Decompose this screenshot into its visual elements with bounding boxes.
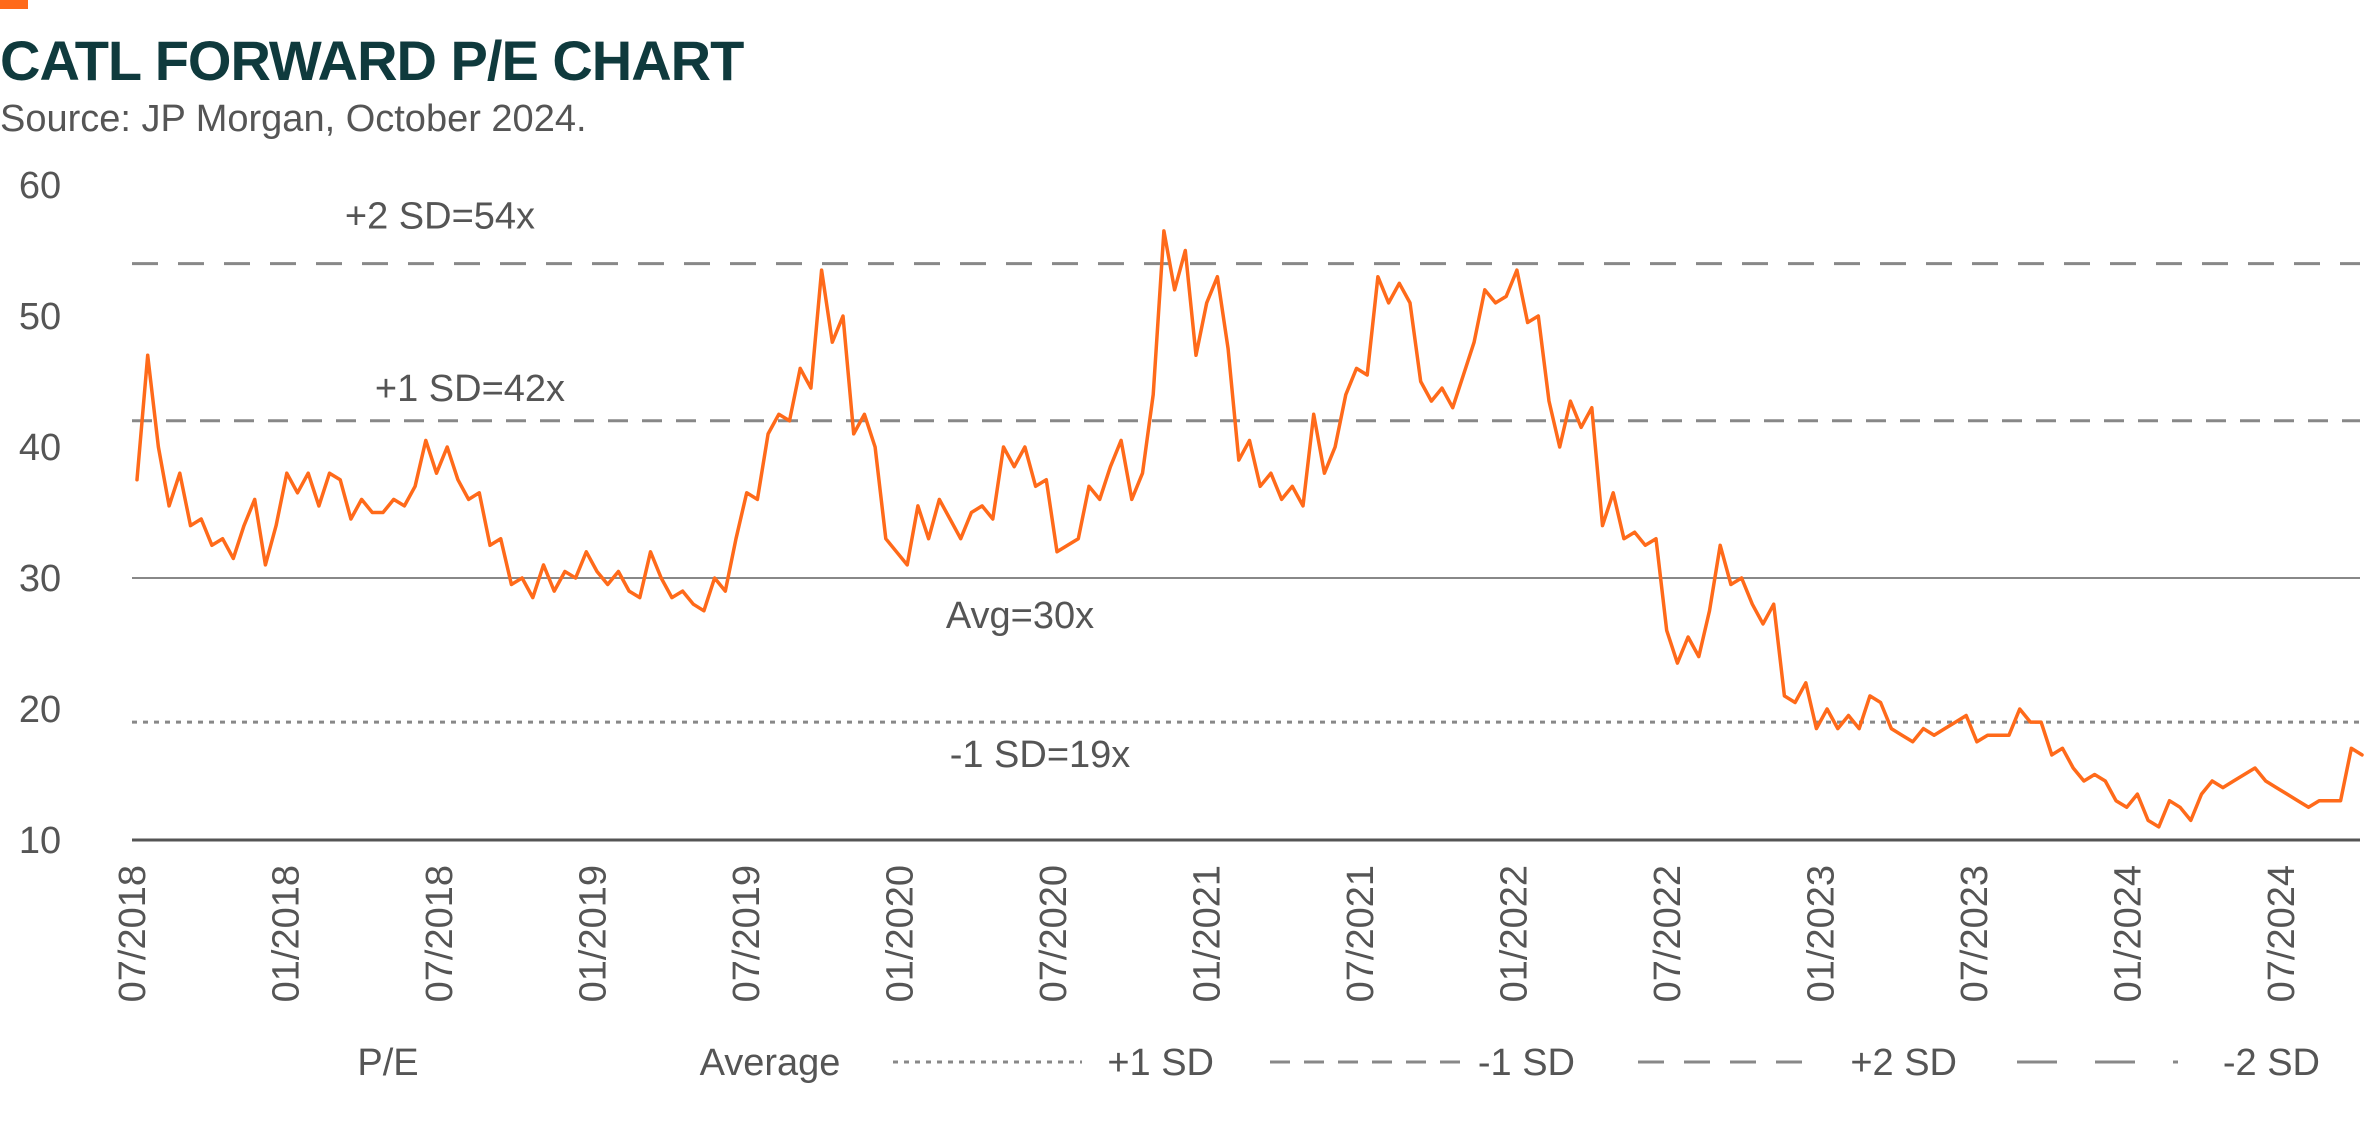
y-tick-label: 50 xyxy=(19,296,61,338)
chart-subtitle: Source: JP Morgan, October 2024. xyxy=(0,98,587,140)
x-tick-label: 01/2023 xyxy=(1801,865,1843,1002)
y-tick-label: 30 xyxy=(19,558,61,600)
x-tick-label: 01/2018 xyxy=(266,865,308,1002)
y-tick-label: 60 xyxy=(19,165,61,207)
x-tick-label: 07/2022 xyxy=(1647,865,1689,1002)
x-tick-label: 01/2024 xyxy=(2108,865,2150,1002)
legend-label: -1 SD xyxy=(1478,1042,1575,1084)
y-tick-label: 10 xyxy=(19,820,61,862)
y-tick-label: 40 xyxy=(19,427,61,469)
y-axis: 10 20 30 40 50 60 xyxy=(19,165,61,862)
x-tick-label: 07/2024 xyxy=(2261,865,2303,1002)
x-tick-label: 07/2018 xyxy=(419,865,461,1002)
x-tick-label: 01/2021 xyxy=(1187,865,1229,1002)
legend-label: -2 SD xyxy=(2223,1042,2320,1084)
x-tick-label: 01/2020 xyxy=(880,865,922,1002)
x-tick-label: 07/2020 xyxy=(1033,865,1075,1002)
x-tick-label: 07/2023 xyxy=(1954,865,1996,1002)
reference-lines: Avg=30x +1 SD=42x -1 SD=19x +2 SD=54x xyxy=(132,196,2360,776)
x-axis: 07/2018 01/2018 07/2018 01/2019 07/2019 01/20… xyxy=(112,838,2360,1002)
reference-label: Avg=30x xyxy=(946,595,1094,637)
reference-label: +1 SD=42x xyxy=(375,368,565,410)
accent-bar xyxy=(0,0,28,9)
x-tick-label: 07/2021 xyxy=(1340,865,1382,1002)
y-tick-label: 20 xyxy=(19,689,61,731)
series-line-pe xyxy=(135,229,2364,829)
x-tick-label: 01/2022 xyxy=(1494,865,1536,1002)
x-tick-label: 07/2018 xyxy=(112,865,154,1002)
series-layer xyxy=(135,229,2364,829)
chart-title: CATL FORWARD P/E CHART xyxy=(0,29,744,92)
legend-label: +2 SD xyxy=(1850,1042,1957,1084)
legend-label: +1 SD xyxy=(1107,1042,1214,1084)
x-tick-label: 01/2019 xyxy=(573,865,615,1002)
legend-label: Average xyxy=(700,1042,841,1084)
reference-label: -1 SD=19x xyxy=(950,734,1131,776)
x-tick-label: 07/2019 xyxy=(726,865,768,1002)
reference-label: +2 SD=54x xyxy=(345,196,535,238)
legend: P/E Average +1 SD -1 SD +2 SD -2 SD xyxy=(357,1042,2320,1084)
legend-label: P/E xyxy=(357,1042,418,1084)
